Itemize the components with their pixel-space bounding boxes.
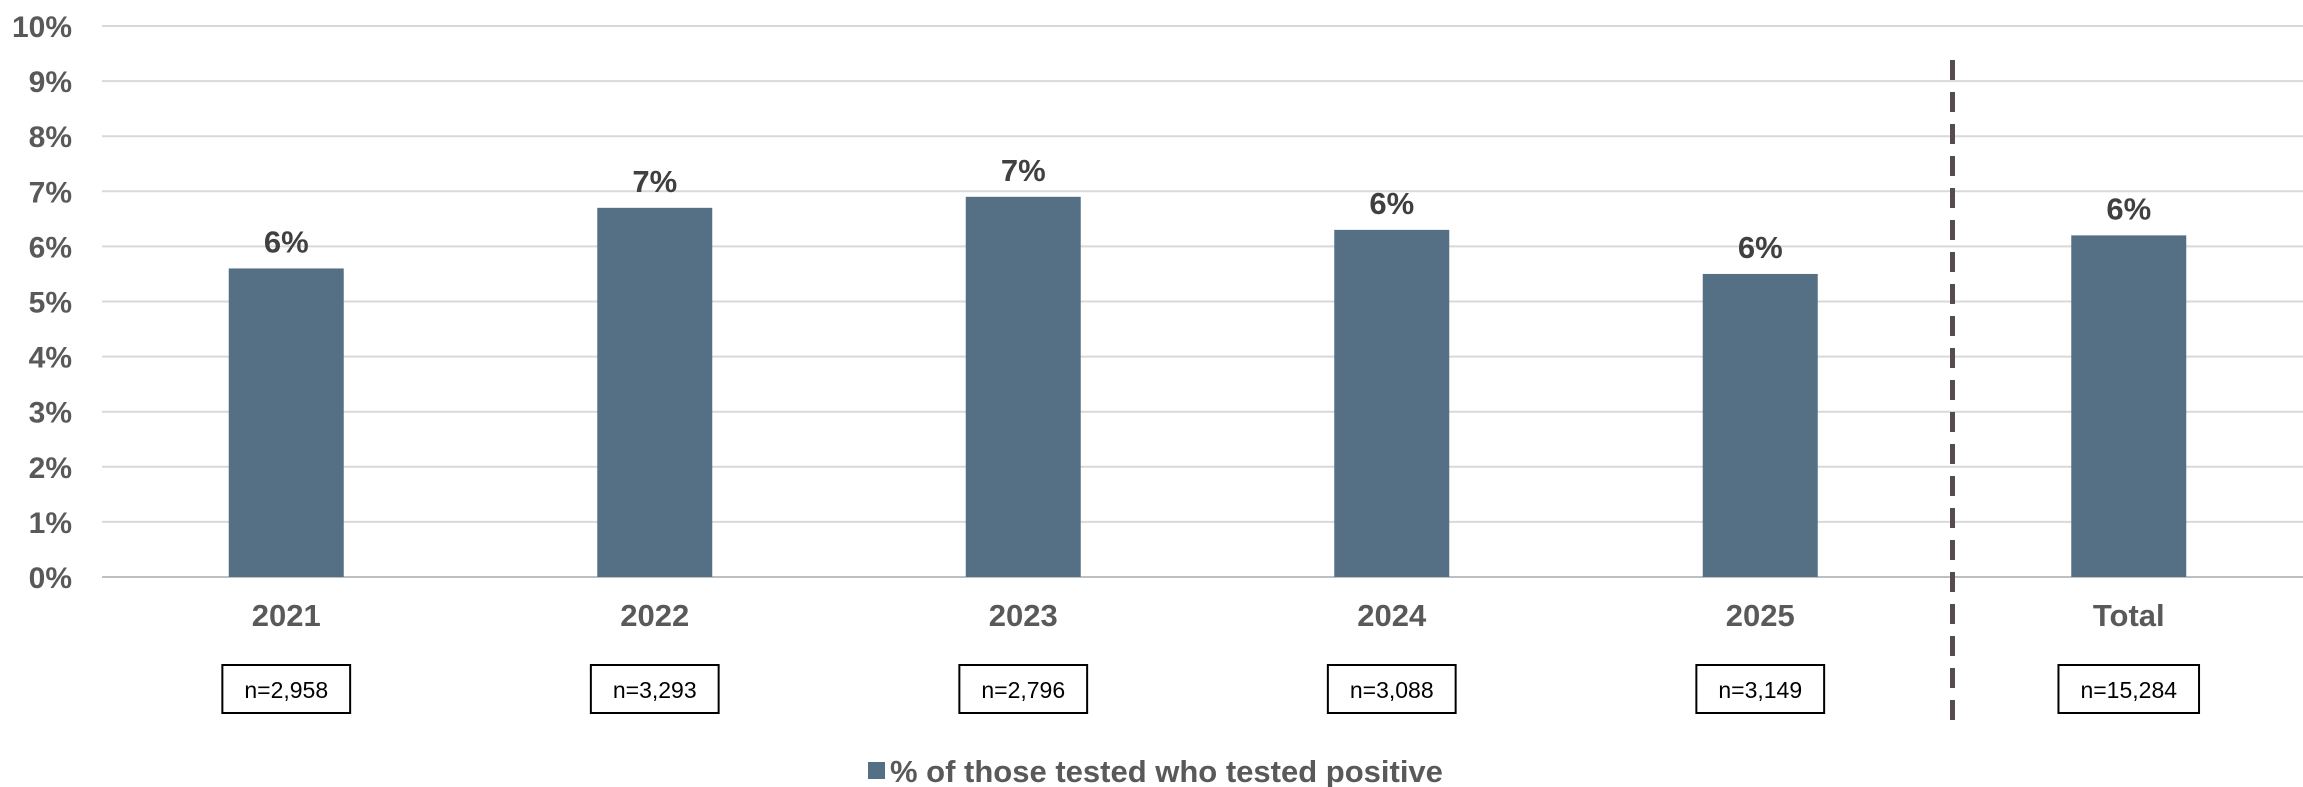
y-tick-label: 1% — [29, 507, 72, 540]
x-axis: 2021 2022 2023 2024 2025 Total — [252, 598, 2165, 633]
y-tick-label: 7% — [29, 176, 72, 209]
legend-swatch — [868, 762, 885, 779]
y-tick-label: 0% — [29, 562, 72, 595]
y-tick-label: 10% — [12, 11, 72, 44]
data-label: 7% — [1001, 153, 1046, 188]
bar — [228, 268, 344, 577]
data-label: 6% — [2106, 191, 2151, 226]
sample-size-label: n=15,284 — [2080, 677, 2177, 703]
sample-size-box — [958, 664, 1089, 714]
gridlines — [102, 25, 2303, 578]
data-label: 6% — [1369, 186, 1414, 221]
sample-size-boxes: n=2,958 n=3,293 n=2,796 n=3,088 n=3,149 n=15,… — [221, 664, 2201, 714]
x-tick-label: 2021 — [252, 598, 321, 633]
y-tick-label: 5% — [29, 287, 72, 320]
sample-size-label: n=3,293 — [613, 677, 697, 703]
bar — [1702, 273, 1818, 577]
bar — [2071, 235, 2187, 577]
sample-size-box — [1326, 664, 1457, 714]
sample-size-label: n=3,149 — [1718, 677, 1802, 703]
sample-size-label: n=3,088 — [1350, 677, 1434, 703]
bars — [228, 196, 2187, 577]
y-axis: 0% 1% 2% 3% 4% 5% 6% 7% 8% 9% 10% — [12, 11, 72, 595]
bar — [597, 207, 713, 577]
bar — [965, 196, 1081, 577]
data-label: 6% — [1738, 230, 1783, 265]
y-tick-label: 4% — [29, 342, 72, 375]
sample-size-box — [589, 664, 720, 714]
sample-size-box — [2057, 664, 2201, 714]
y-tick-label: 3% — [29, 397, 72, 430]
legend: % of those tested who tested positive — [868, 754, 1443, 787]
sample-size-box — [221, 664, 352, 714]
sample-size-box — [1695, 664, 1826, 714]
data-label: 7% — [632, 164, 677, 199]
x-tick-label: 2023 — [989, 598, 1058, 633]
data-label: 6% — [264, 224, 309, 259]
sample-size-label: n=2,958 — [244, 677, 328, 703]
y-tick-label: 9% — [29, 66, 72, 99]
y-tick-label: 6% — [29, 231, 72, 264]
x-tick-label: 2024 — [1357, 598, 1427, 633]
y-tick-label: 2% — [29, 452, 72, 485]
x-tick-label: 2022 — [620, 598, 689, 633]
x-tick-label: 2025 — [1726, 598, 1795, 633]
legend-label: % of those tested who tested positive — [890, 754, 1443, 787]
bar — [1334, 229, 1450, 577]
x-tick-label: Total — [2093, 598, 2165, 633]
data-labels: 6% 7% 7% 6% 6% 6% — [264, 153, 2151, 265]
y-tick-label: 8% — [29, 121, 72, 154]
sample-size-label: n=2,796 — [981, 677, 1065, 703]
